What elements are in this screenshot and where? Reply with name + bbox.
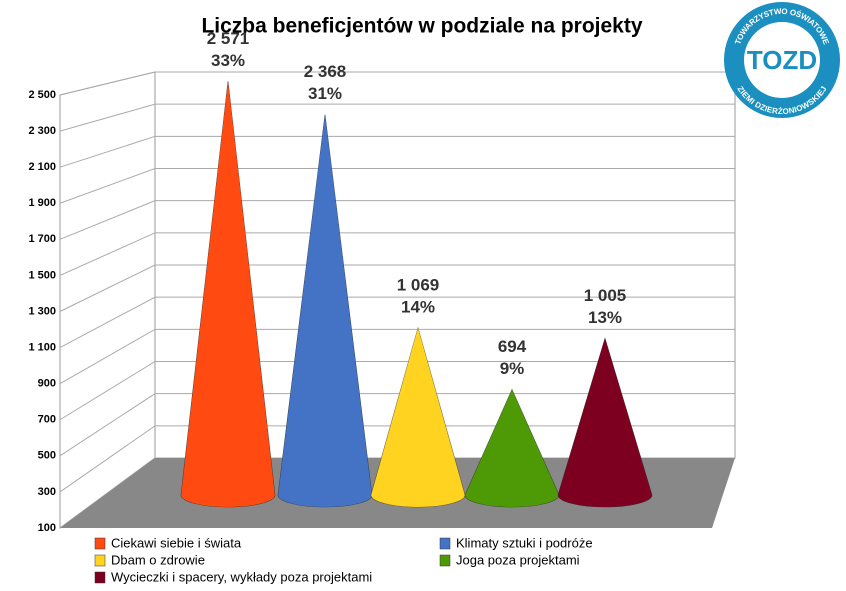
grid-line <box>59 103 735 132</box>
cone-shade <box>465 389 559 507</box>
value-label: 2 571 <box>207 29 250 48</box>
logo: TOWARZYSTWO OŚWIATOWE ZIEMI DZIERŻONIOWS… <box>724 2 840 118</box>
y-tick-label: 1 700 <box>28 233 56 245</box>
logo-mark: TOZD <box>747 45 817 75</box>
y-tick-label: 700 <box>38 414 56 426</box>
y-tick-label: 100 <box>38 522 56 534</box>
side-wall <box>59 71 156 529</box>
share-label: 14% <box>401 297 435 316</box>
share-label: 33% <box>211 51 245 70</box>
cone-shade <box>371 327 465 507</box>
value-label: 1 069 <box>397 275 440 294</box>
share-label: 9% <box>500 359 525 378</box>
grid-line <box>59 71 735 96</box>
grid-line <box>59 232 735 276</box>
chart-title: Liczba beneficjentów w podziale na proje… <box>201 15 642 38</box>
y-tick-label: 2 500 <box>28 89 56 101</box>
share-label: 31% <box>308 84 342 103</box>
y-tick-label: 500 <box>38 450 56 462</box>
legend-label: Joga poza projektami <box>456 552 580 567</box>
y-tick-label: 1 500 <box>28 269 56 281</box>
cone-shade <box>558 338 652 507</box>
logo-inner <box>744 22 820 98</box>
share-label: 13% <box>588 308 622 327</box>
value-label: 694 <box>498 337 527 356</box>
legend-swatch <box>439 554 451 567</box>
y-tick-label: 300 <box>38 486 56 498</box>
grid-line <box>59 393 735 457</box>
cone-shade <box>181 81 275 507</box>
legend-swatch <box>94 554 106 567</box>
y-tick-label: 2 300 <box>28 125 56 137</box>
legend-label: Ciekawi siebie i świata <box>111 535 242 550</box>
grid-line <box>59 328 735 385</box>
grid-line <box>59 296 735 349</box>
grid-line <box>59 264 735 312</box>
y-tick-label: 900 <box>38 378 56 390</box>
legend-label: Dbam o zdrowie <box>111 552 205 567</box>
legend-label: Klimaty sztuki i podróże <box>456 535 593 550</box>
grid-line <box>59 200 735 240</box>
legend-swatch <box>94 571 106 584</box>
y-tick-label: 2 100 <box>28 161 56 173</box>
y-tick-label: 1 100 <box>28 341 56 353</box>
legend-label: Wycieczki i spacery, wykłady poza projek… <box>111 569 372 584</box>
value-label: 2 368 <box>304 62 347 81</box>
grid-line <box>59 425 735 493</box>
y-tick-label: 1 900 <box>28 197 56 209</box>
grid-line <box>59 135 735 168</box>
grid-line <box>59 361 735 421</box>
cone-shade <box>278 114 372 507</box>
legend-swatch <box>94 537 106 550</box>
legend-swatch <box>439 537 451 550</box>
value-label: 1 005 <box>584 286 627 305</box>
grid-line <box>59 168 735 204</box>
y-tick-label: 1 300 <box>28 305 56 317</box>
